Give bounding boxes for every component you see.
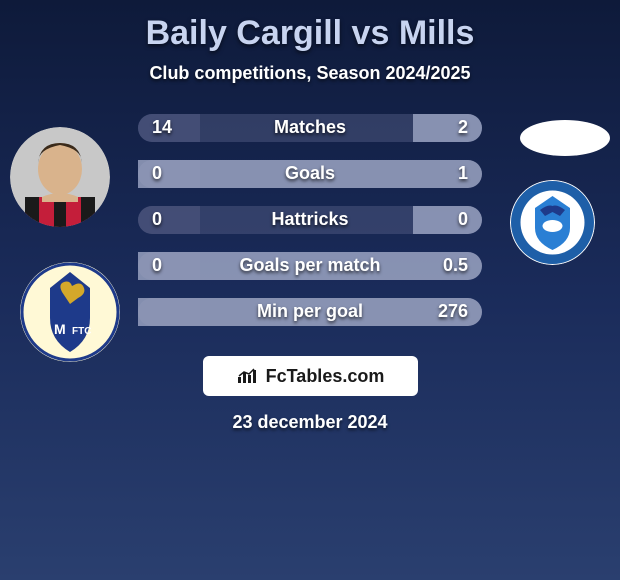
chart-icon bbox=[236, 367, 260, 385]
page-title: Baily Cargill vs Mills bbox=[0, 14, 620, 53]
stat-label: Matches bbox=[138, 117, 482, 138]
svg-text:M: M bbox=[54, 321, 66, 337]
stat-label: Min per goal bbox=[138, 301, 482, 322]
player1-avatar bbox=[10, 127, 110, 227]
logo-text: FcTables.com bbox=[266, 366, 385, 387]
stat-row-gpm: 0 Goals per match 0.5 bbox=[138, 252, 482, 280]
stat-row-goals: 0 Goals 1 bbox=[138, 160, 482, 188]
date: 23 december 2024 bbox=[0, 412, 620, 433]
stat-row-hattricks: 0 Hattricks 0 bbox=[138, 206, 482, 234]
stat-label: Goals per match bbox=[138, 255, 482, 276]
stat-row-matches: 14 Matches 2 bbox=[138, 114, 482, 142]
team1-badge: M FTC bbox=[20, 262, 120, 362]
stat-right-value: 276 bbox=[438, 301, 468, 322]
player2-avatar bbox=[520, 120, 610, 156]
svg-text:FTC: FTC bbox=[72, 326, 91, 337]
stat-label: Hattricks bbox=[138, 209, 482, 230]
team2-badge bbox=[510, 180, 595, 265]
stat-right-value: 0.5 bbox=[443, 255, 468, 276]
fctables-logo[interactable]: FcTables.com bbox=[203, 356, 418, 396]
stats-group: 14 Matches 2 0 Goals 1 0 Hattricks 0 0 G… bbox=[138, 114, 482, 326]
stat-label: Goals bbox=[138, 163, 482, 184]
stat-right-value: 0 bbox=[458, 209, 468, 230]
stat-row-mpg: Min per goal 276 bbox=[138, 298, 482, 326]
stat-right-value: 2 bbox=[458, 117, 468, 138]
stat-right-value: 1 bbox=[458, 163, 468, 184]
subtitle: Club competitions, Season 2024/2025 bbox=[0, 63, 620, 84]
